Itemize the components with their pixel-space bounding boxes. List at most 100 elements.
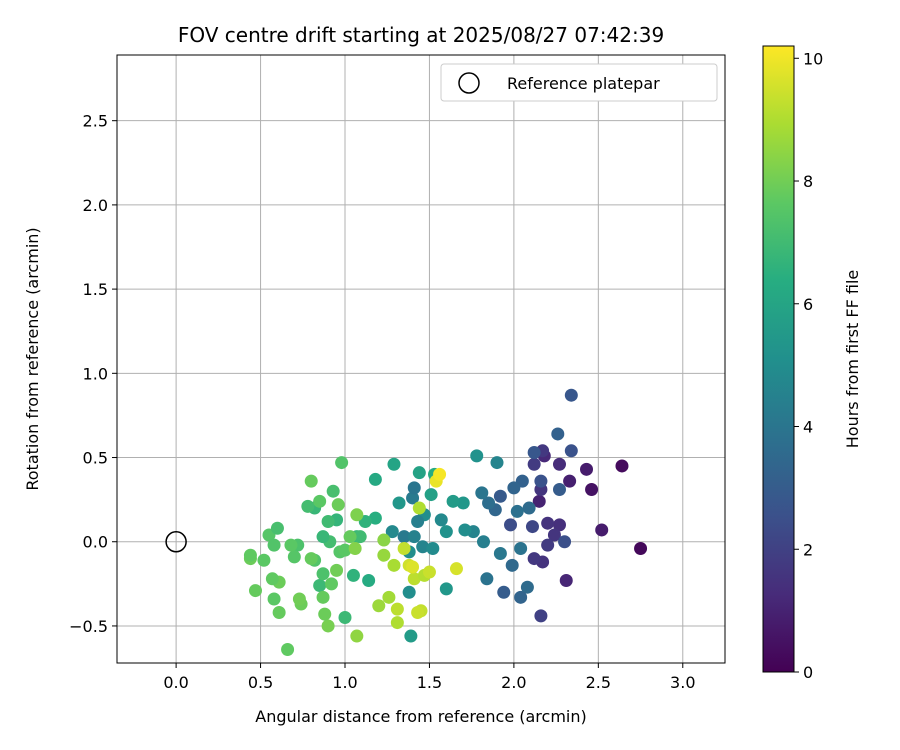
data-point — [385, 525, 399, 539]
data-point — [424, 488, 438, 502]
data-point — [313, 494, 327, 508]
data-point — [377, 533, 391, 547]
data-point — [493, 547, 507, 561]
data-point — [476, 535, 490, 549]
data-point — [439, 582, 453, 596]
y-axis-label: Rotation from reference (arcmin) — [23, 227, 42, 490]
data-point — [404, 629, 418, 643]
data-point — [527, 552, 541, 566]
data-point — [580, 462, 594, 476]
data-point — [482, 496, 496, 510]
data-point — [433, 467, 447, 481]
data-point — [480, 572, 494, 586]
data-point — [558, 535, 572, 549]
data-point — [456, 496, 470, 510]
data-point — [585, 483, 599, 497]
data-point — [284, 538, 298, 552]
data-point — [412, 466, 426, 480]
data-point — [527, 457, 541, 471]
data-point — [243, 548, 257, 562]
data-point — [439, 525, 453, 539]
data-point — [407, 572, 421, 586]
data-point — [412, 501, 426, 515]
data-point — [534, 474, 548, 488]
data-point — [534, 609, 548, 623]
colorbar-tick-label: 10 — [803, 49, 823, 68]
x-tick-label: 1.5 — [417, 673, 442, 692]
data-point — [326, 484, 340, 498]
plot-area — [117, 55, 725, 663]
y-tick-label: 0.0 — [83, 533, 108, 552]
data-point — [552, 457, 566, 471]
data-point — [313, 579, 327, 593]
y-tick-label: 0.5 — [83, 449, 108, 468]
data-point — [387, 558, 401, 572]
y-tick-label: 2.5 — [83, 112, 108, 131]
data-point — [321, 515, 335, 529]
data-point — [397, 530, 411, 544]
data-point — [520, 580, 534, 594]
data-point — [392, 496, 406, 510]
data-point — [292, 592, 306, 606]
x-axis-label: Angular distance from reference (arcmin) — [255, 707, 586, 726]
data-point — [507, 481, 521, 495]
data-point — [402, 585, 416, 599]
data-point — [304, 552, 318, 566]
data-point — [634, 541, 648, 555]
axes-frame — [116, 54, 726, 664]
data-point — [426, 541, 440, 555]
data-point — [458, 523, 472, 537]
data-point — [563, 474, 577, 488]
colorbar-gradient — [762, 45, 795, 673]
data-point — [301, 499, 315, 513]
data-point — [564, 388, 578, 402]
colorbar-tick-label: 8 — [803, 172, 813, 191]
data-point — [272, 605, 286, 619]
colorbar-tick-label: 0 — [803, 663, 813, 682]
data-point — [390, 616, 404, 630]
data-point — [551, 427, 565, 441]
data-point — [330, 563, 344, 577]
x-tick-label: 1.0 — [332, 673, 357, 692]
data-point — [267, 538, 281, 552]
data-point — [353, 530, 367, 544]
data-point — [372, 599, 386, 613]
chart-title: FOV centre drift starting at 2025/08/27 … — [178, 23, 664, 47]
data-point — [368, 511, 382, 525]
data-point — [248, 584, 262, 598]
data-point — [514, 590, 528, 604]
data-point — [416, 540, 430, 554]
data-point — [497, 585, 511, 599]
data-point — [552, 483, 566, 497]
data-point — [504, 518, 518, 532]
legend-label: Reference platepar — [507, 74, 660, 93]
data-point — [318, 607, 332, 621]
data-point — [348, 541, 362, 555]
y-tick-label: 1.5 — [83, 280, 108, 299]
data-point — [552, 518, 566, 532]
data-point — [406, 560, 420, 574]
data-point — [541, 538, 555, 552]
colorbar-tick-label: 6 — [803, 295, 813, 314]
data-point — [390, 602, 404, 616]
y-tick-label: 2.0 — [83, 196, 108, 215]
data-point — [522, 501, 536, 515]
data-point — [595, 523, 609, 537]
data-point — [270, 521, 284, 535]
data-point — [343, 530, 357, 544]
data-point — [350, 508, 364, 522]
data-point — [407, 530, 421, 544]
data-point — [434, 513, 448, 527]
data-point — [350, 629, 364, 643]
data-point — [527, 445, 541, 459]
legend-frame — [440, 63, 718, 102]
data-point — [559, 573, 573, 587]
x-tick-label: 2.5 — [586, 673, 611, 692]
data-point — [316, 590, 330, 604]
y-tick-label: 1.0 — [83, 364, 108, 383]
data-point — [267, 592, 281, 606]
x-tick-label: 0.0 — [163, 673, 188, 692]
data-point — [449, 562, 463, 576]
data-point — [510, 504, 524, 518]
